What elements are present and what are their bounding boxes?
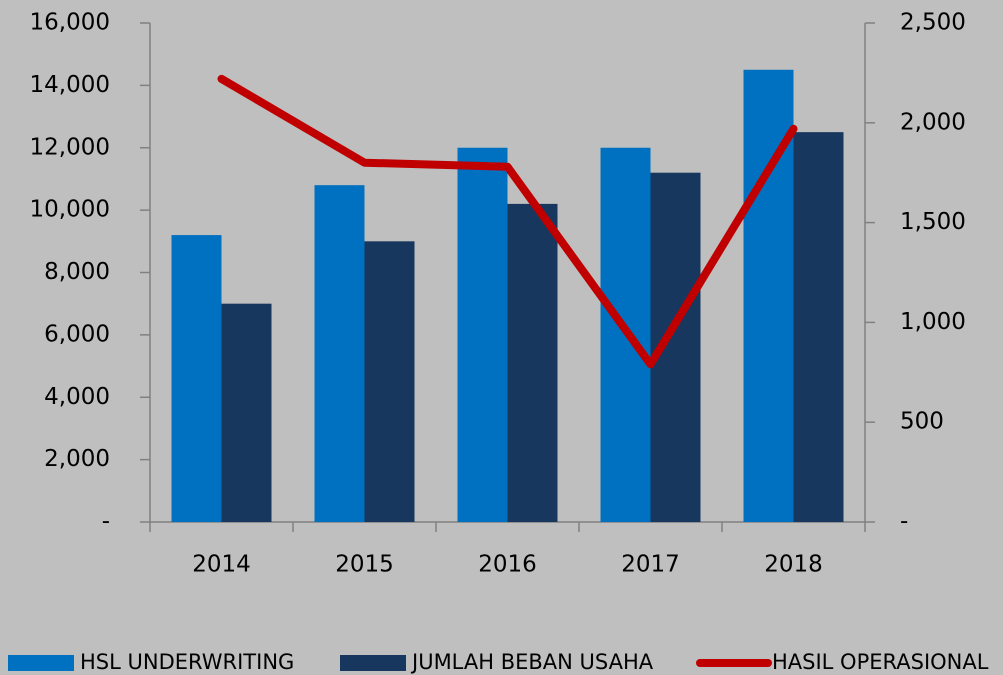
y-tick-label: 14,000: [30, 72, 110, 98]
y2-tick-label: 2,500: [900, 10, 966, 36]
bar: [314, 185, 365, 523]
line: [217, 74, 798, 369]
legend-label: JUMLAH BEBAN USAHA: [410, 650, 654, 674]
legend-swatch: [340, 655, 406, 671]
bar: [457, 147, 508, 522]
bar: [221, 303, 272, 522]
x-tick-label: 2017: [621, 552, 680, 578]
y-tick-label: 8,000: [44, 259, 110, 285]
y-tick-label: 2,000: [44, 446, 110, 472]
y-tick-label: 6,000: [44, 321, 110, 347]
bar: [171, 235, 222, 522]
y-tick-label: 12,000: [30, 134, 110, 160]
x-tick-label: 2014: [192, 552, 251, 578]
x-tick-label: 2018: [764, 552, 823, 578]
legend-label: HASIL OPERASIONAL: [772, 650, 989, 674]
legend-swatch: [8, 655, 74, 671]
legend-label: HSL UNDERWRITING: [80, 650, 294, 674]
bar: [507, 203, 558, 522]
x-tick-label: 2015: [335, 552, 394, 578]
y-tick-label: 10,000: [30, 197, 110, 223]
y2-tick-label: 1,500: [900, 209, 966, 235]
y2-tick-label: -: [900, 509, 908, 535]
y-tick-label: 16,000: [30, 10, 110, 36]
y-tick-label: -: [102, 509, 110, 535]
y2-tick-label: 2,000: [900, 109, 966, 135]
y2-tick-label: 500: [900, 409, 944, 435]
bar: [793, 132, 844, 522]
x-tick-label: 2016: [478, 552, 537, 578]
y-tick-label: 4,000: [44, 384, 110, 410]
y2-tick-label: 1,000: [900, 309, 966, 335]
bar: [364, 241, 415, 522]
